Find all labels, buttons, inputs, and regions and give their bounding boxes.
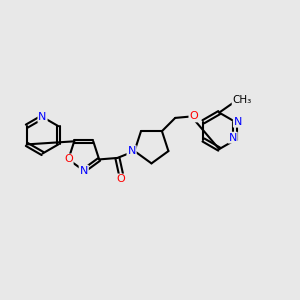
Text: N: N [128, 146, 136, 156]
Text: N: N [80, 166, 88, 176]
Text: N: N [229, 133, 237, 142]
Text: O: O [117, 174, 125, 184]
Text: CH₃: CH₃ [232, 95, 252, 105]
Text: N: N [38, 112, 47, 122]
Text: N: N [234, 117, 242, 127]
Text: O: O [189, 111, 198, 122]
Text: O: O [64, 154, 73, 164]
